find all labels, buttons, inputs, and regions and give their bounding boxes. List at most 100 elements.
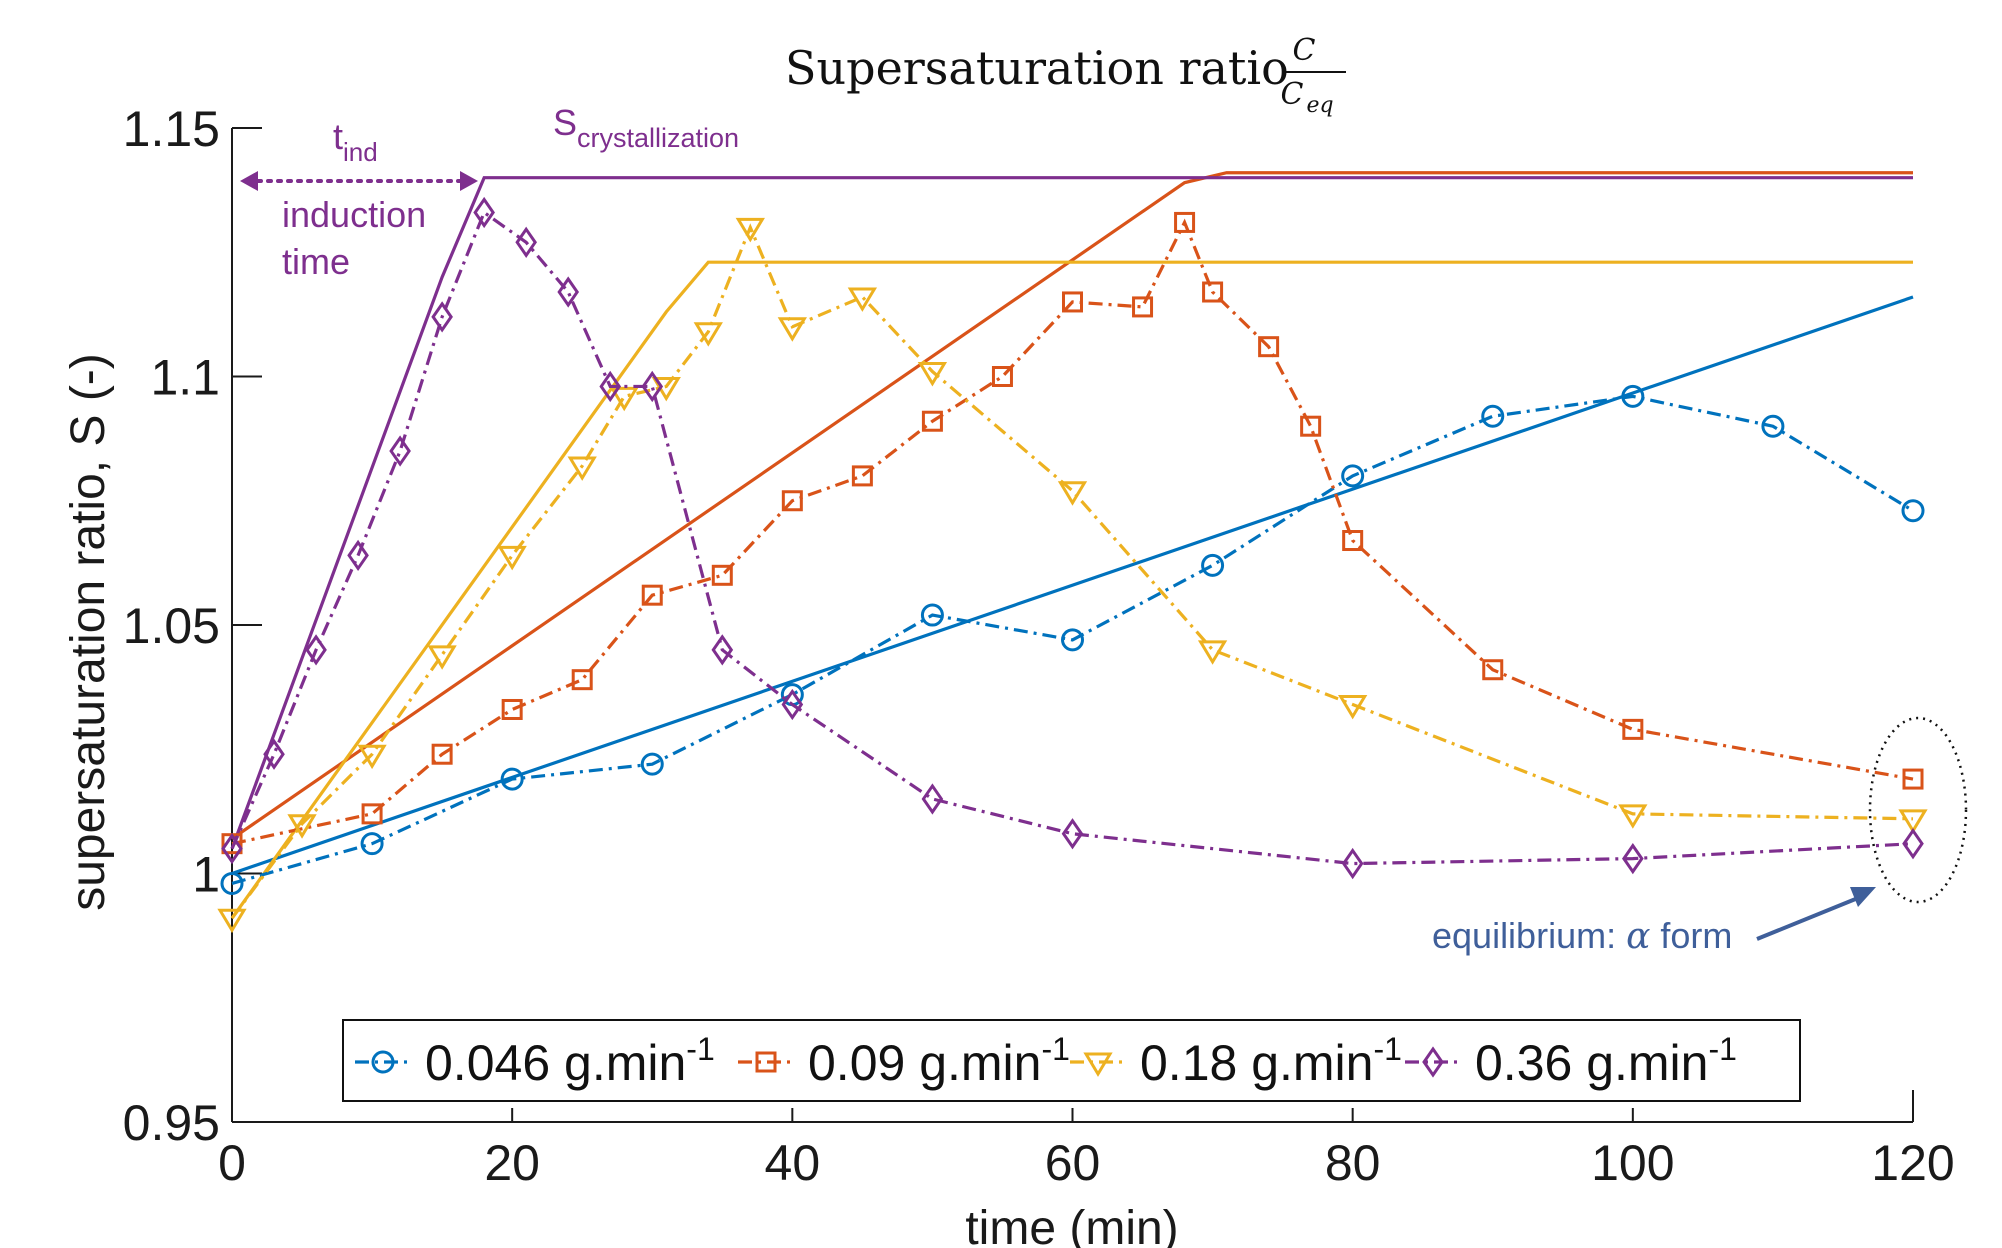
- series-2-point: [1202, 281, 1224, 303]
- series-4-point: [641, 370, 664, 403]
- series-4-point: [1061, 818, 1084, 850]
- series-3-point: [847, 287, 878, 312]
- series-3-point: [917, 362, 948, 387]
- y-tick-label: 1.15: [123, 101, 220, 157]
- series-2-point: [1258, 336, 1280, 358]
- series-3-point: [735, 217, 765, 243]
- legend-marker-3: [1083, 1052, 1113, 1077]
- series-1-point: [360, 832, 384, 856]
- induction-time-arrow-left-head: [240, 171, 258, 191]
- title-fraction-numerator: C: [1293, 33, 1316, 68]
- y-tick-label: 1.05: [123, 598, 220, 654]
- series-4-point: [1902, 828, 1924, 860]
- x-tick-label: 0: [218, 1135, 246, 1191]
- equilibrium-arrow-head: [1850, 887, 1876, 907]
- series-4-point: [711, 634, 734, 666]
- series-4-point: [1622, 842, 1644, 875]
- series-1-point: [1341, 464, 1365, 488]
- equilibrium-ellipse: [1868, 716, 1968, 904]
- axes: [231, 128, 1914, 1123]
- series-3-point: [1898, 809, 1928, 834]
- series-3-point: [497, 545, 527, 571]
- y-tick-label: 1.1: [150, 350, 220, 406]
- series-4-point: [557, 276, 580, 308]
- series-2-point: [781, 490, 803, 512]
- series-4-point: [473, 196, 495, 229]
- series-1-point: [1061, 628, 1084, 652]
- series-2-point: [641, 584, 663, 606]
- y-ticks: 0.95 1 1.05 1.1 1.15: [123, 101, 262, 1151]
- tind-label: tind: [333, 116, 378, 167]
- series-4-point: [389, 435, 411, 467]
- series-4-point: [305, 634, 327, 666]
- series-4-point: [347, 539, 369, 572]
- series-1-point: [920, 603, 944, 627]
- x-tick-label: 20: [484, 1135, 540, 1191]
- series-4-point: [599, 370, 622, 403]
- series-4-point: [921, 783, 944, 815]
- series-2-point: [361, 803, 383, 825]
- series-2-point: [1902, 768, 1924, 790]
- series-2-point: [1174, 211, 1196, 233]
- legend-marker-1: [371, 1050, 395, 1074]
- scrystallization-label: Scrystallization: [553, 102, 739, 153]
- x-tick-label: 40: [765, 1135, 821, 1191]
- series-2-point: [1132, 296, 1154, 318]
- legend-label-1: 0.046 g.min-1: [425, 1031, 715, 1091]
- title-fraction-denominator: C: [1281, 77, 1304, 112]
- series-2-point: [1300, 415, 1322, 437]
- legend-marker-4: [1422, 1046, 1444, 1078]
- series-2-point: [571, 669, 593, 691]
- title-fraction-denominator-sub: eq: [1306, 93, 1333, 118]
- x-tick-label: 60: [1045, 1135, 1101, 1191]
- series-3-point: [1057, 481, 1088, 506]
- x-axis-label: time (min): [965, 1202, 1178, 1248]
- x-tick-label: 100: [1591, 1135, 1674, 1191]
- series-2-point: [711, 564, 733, 586]
- series-4-point: [781, 688, 804, 721]
- series-2-point: [991, 366, 1013, 387]
- series-1-measured-line: [231, 394, 1914, 885]
- legend-label-3: 0.18 g.min-1: [1140, 1031, 1402, 1091]
- series-2-point: [1062, 291, 1083, 313]
- series-1-point: [1901, 499, 1925, 523]
- series-2-point: [1342, 530, 1364, 552]
- equilibrium-label: equilibrium: α form: [1432, 915, 1732, 957]
- series-3-point: [1197, 640, 1228, 665]
- x-tick-label: 80: [1325, 1135, 1381, 1191]
- series-1-point: [500, 767, 524, 791]
- series-3-point: [357, 744, 387, 770]
- equilibrium-arrow-line: [1756, 896, 1859, 941]
- chart-title-text: Supersaturation ratio: [785, 41, 1289, 95]
- series-4-measured-line: [230, 210, 1914, 866]
- series-layer: [217, 171, 1928, 934]
- series-3-point: [777, 317, 807, 342]
- series-1-point: [1621, 384, 1645, 408]
- y-tick-label: 0.95: [123, 1095, 220, 1151]
- series-4-point: [515, 226, 537, 258]
- series-3-point: [1338, 695, 1368, 720]
- series-4-point: [263, 738, 285, 770]
- legend-label-2: 0.09 g.min-1: [808, 1031, 1070, 1091]
- series-2-point: [431, 743, 453, 765]
- series-2-point: [851, 465, 873, 487]
- series-3-point: [609, 386, 639, 412]
- x-tick-label: 120: [1871, 1135, 1954, 1191]
- legend-marker-2: [755, 1051, 777, 1073]
- annotations: tind Scrystallization induction time equ…: [240, 102, 1968, 957]
- series-4-point: [1341, 847, 1364, 880]
- series-3-point: [427, 645, 457, 670]
- series-1-point: [220, 871, 244, 895]
- series-1-point: [1761, 414, 1785, 438]
- series-2-measured-line: [231, 218, 1914, 846]
- series-4-point: [221, 833, 243, 865]
- series-3-point: [1618, 804, 1648, 829]
- series-1-point: [1481, 404, 1505, 428]
- series-1-point: [640, 752, 664, 776]
- y-tick-label: 1: [192, 847, 220, 903]
- series-1-model-line: [231, 295, 1914, 876]
- series-3-point: [567, 456, 597, 481]
- series-4-point: [431, 301, 453, 333]
- chart-title: Supersaturation ratio C C eq: [785, 33, 1346, 118]
